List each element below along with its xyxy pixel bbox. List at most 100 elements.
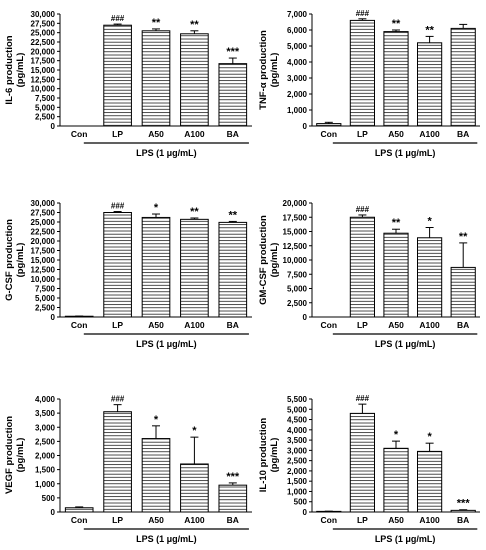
y-tick-label: 20,000 — [31, 47, 56, 56]
chart-panel-2: 0 1,000 2,000 3,000 4,000 5,000 6,000 7,000 TNF-… — [258, 9, 480, 158]
category-label: LP — [112, 515, 123, 525]
bar — [450, 27, 476, 127]
group-label: LPS (1 μg/mL) — [375, 339, 436, 349]
y-tick-label: 3,000 — [287, 446, 308, 455]
y-axis-label: (pg/mL) — [15, 438, 26, 473]
bar — [316, 123, 342, 127]
y-tick-label: 2,500 — [35, 113, 56, 122]
bar — [103, 411, 132, 513]
category-label: Con — [71, 515, 88, 525]
bar — [383, 447, 409, 513]
y-tick-label: 1,000 — [287, 487, 308, 496]
bar — [103, 212, 132, 318]
y-tick-label: 12,500 — [31, 75, 56, 84]
y-axis-label: (pg/mL) — [15, 243, 26, 278]
category-label: A100 — [184, 129, 205, 139]
significance-label: *** — [226, 46, 240, 58]
y-tick-label: 4,000 — [287, 58, 308, 67]
y-tick-label: 7,000 — [287, 10, 308, 19]
y-tick-label: 3,000 — [35, 423, 56, 432]
y-axis-label: (pg/mL) — [15, 53, 26, 88]
bar — [383, 232, 409, 318]
bar — [141, 30, 171, 127]
bar — [417, 237, 443, 318]
category-label: Con — [321, 515, 338, 525]
y-tick-label: 20,000 — [283, 199, 308, 208]
significance-label: ** — [425, 24, 434, 36]
bar — [141, 216, 171, 318]
y-tick-label: 7,500 — [287, 270, 308, 279]
y-tick-label: 17,500 — [31, 247, 56, 256]
y-tick-label: 5,000 — [287, 285, 308, 294]
category-label: BA — [457, 129, 469, 139]
y-tick-label: 10,000 — [31, 85, 56, 94]
significance-label: ** — [392, 18, 401, 30]
y-tick-label: 25,000 — [31, 29, 56, 38]
y-tick-label: 0 — [51, 508, 56, 517]
bar — [103, 24, 132, 127]
significance-label: ** — [190, 19, 199, 31]
bar — [417, 450, 443, 513]
significance-label: * — [394, 429, 399, 441]
y-tick-label: 5,000 — [35, 103, 56, 112]
y-tick-label: 4,000 — [35, 395, 56, 404]
chart-panel-4: 0 2,500 5,000 7,500 10,000 12,500 15,000 17,500… — [258, 199, 480, 349]
category-label: BA — [227, 515, 239, 525]
significance-label: *** — [457, 498, 471, 510]
group-label: LPS (1 μg/mL) — [136, 148, 197, 158]
y-tick-label: 5,000 — [287, 42, 308, 51]
y-tick-label: 3,500 — [287, 436, 308, 445]
group-label: LPS (1 μg/mL) — [375, 534, 436, 544]
y-tick-label: 500 — [42, 494, 56, 503]
y-tick-label: 27,500 — [31, 209, 56, 218]
y-tick-label: 15,000 — [31, 256, 56, 265]
bar — [218, 484, 248, 513]
category-label: BA — [457, 320, 469, 330]
category-label: LP — [112, 129, 123, 139]
category-label: LP — [357, 515, 368, 525]
significance-label: ### — [111, 395, 125, 404]
y-tick-label: 10,000 — [283, 256, 308, 265]
y-tick-label: 20,000 — [31, 237, 56, 246]
significance-label: ** — [190, 206, 199, 218]
significance-label: ** — [229, 209, 238, 221]
category-label: Con — [321, 320, 338, 330]
category-label: A100 — [419, 320, 440, 330]
bar — [141, 438, 171, 513]
y-tick-label: 22,500 — [31, 228, 56, 237]
group-label: LPS (1 μg/mL) — [375, 148, 436, 158]
y-tick-label: 7,500 — [35, 285, 56, 294]
y-tick-label: 1,000 — [287, 106, 308, 115]
significance-label: *** — [226, 471, 240, 483]
y-tick-label: 2,000 — [287, 467, 308, 476]
y-tick-label: 1,500 — [35, 466, 56, 475]
y-tick-label: 17,500 — [31, 57, 56, 66]
bar — [450, 509, 476, 513]
significance-label: ### — [356, 9, 370, 18]
y-tick-label: 7,500 — [35, 94, 56, 103]
y-tick-label: 2,000 — [35, 452, 56, 461]
category-label: A50 — [388, 515, 404, 525]
y-axis-label: (pg/mL) — [269, 53, 280, 88]
significance-label: ** — [459, 231, 468, 243]
y-tick-label: 1,500 — [287, 477, 308, 486]
y-tick-label: 15,000 — [283, 228, 308, 237]
y-tick-label: 30,000 — [31, 10, 56, 19]
bar — [218, 63, 248, 127]
category-label: A100 — [419, 515, 440, 525]
category-label: BA — [227, 320, 239, 330]
y-tick-label: 1,000 — [35, 480, 56, 489]
y-tick-label: 5,000 — [287, 405, 308, 414]
significance-label: * — [154, 202, 159, 214]
significance-label: * — [427, 216, 432, 228]
category-label: LP — [357, 320, 368, 330]
category-label: A50 — [148, 515, 164, 525]
y-axis-label: VEGF production — [4, 416, 15, 494]
bar — [180, 218, 209, 318]
y-tick-label: 2,500 — [35, 304, 56, 313]
category-label: Con — [321, 129, 338, 139]
category-label: Con — [71, 129, 88, 139]
bar — [349, 19, 375, 127]
category-label: A100 — [419, 129, 440, 139]
